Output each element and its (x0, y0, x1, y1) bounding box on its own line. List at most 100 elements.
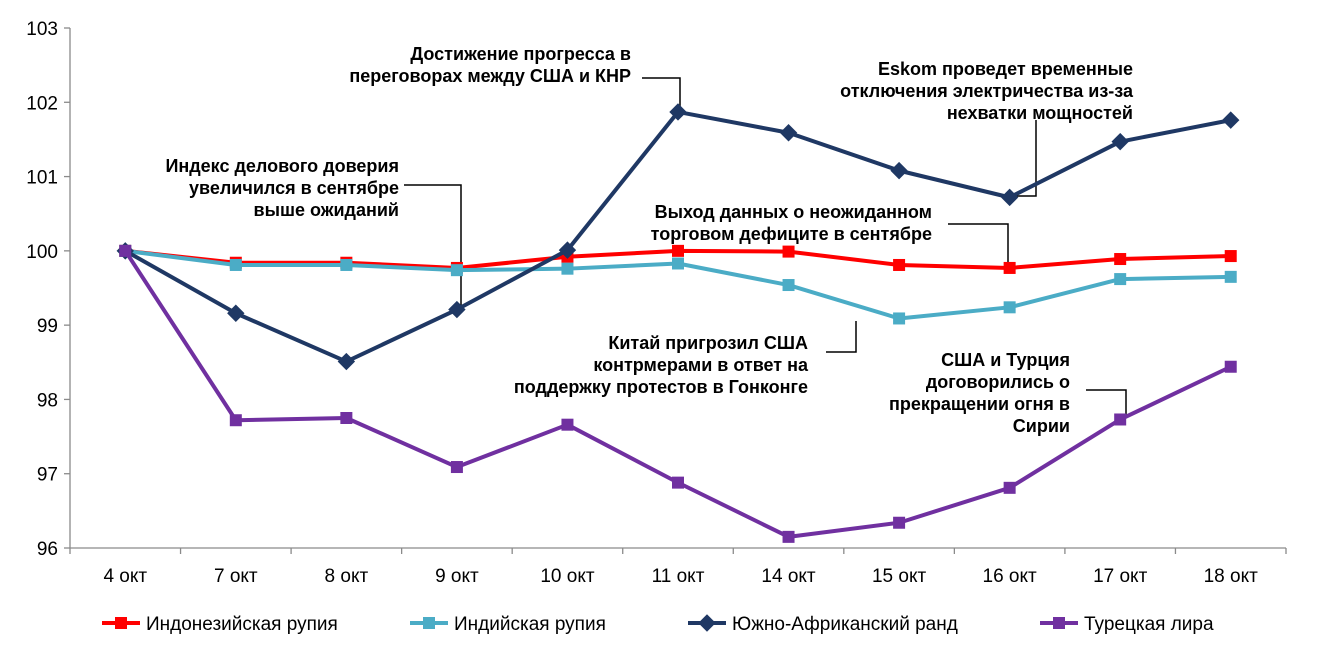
annotation-line: прекращении огня в (889, 394, 1070, 414)
y-tick-label: 101 (26, 168, 58, 189)
annotation-line: Достижение прогресса в (410, 44, 631, 64)
data-point (779, 124, 798, 142)
y-tick-label: 99 (37, 316, 58, 337)
data-point (561, 418, 574, 431)
x-tick-label: 17 окт (1093, 566, 1148, 587)
legend-label: Индийская рупия (454, 614, 606, 635)
annotation-line: Выход данных о неожиданном (655, 202, 932, 222)
annotation-line: увеличился в сентябре (189, 178, 399, 198)
y-tick-label: 96 (37, 539, 58, 560)
legend-item: Южно-Африканский ранд (688, 614, 958, 635)
annotation-line: переговорах между США и КНР (349, 66, 631, 86)
annotation-leader-line (642, 77, 681, 112)
data-point (782, 245, 795, 258)
legend: Индонезийская рупия Индийская рупия Южно-А… (102, 614, 1214, 635)
series-4 (119, 244, 1237, 543)
x-tick-label: 15 окт (872, 566, 927, 587)
annotation: США и Турция договорились о прекращении ог… (889, 350, 1070, 436)
data-point (890, 161, 908, 180)
series-lines (116, 103, 1240, 543)
data-point (450, 264, 463, 277)
x-tick-label: 14 окт (761, 566, 816, 587)
data-point (1003, 301, 1016, 314)
annotation-line: Сирии (1013, 416, 1070, 436)
annotation-line: договорились о (926, 372, 1070, 392)
legend-label: Южно-Африканский ранд (732, 614, 958, 635)
annotation-line: нехватки мощностей (947, 103, 1133, 123)
x-tick-label: 7 окт (214, 566, 258, 587)
data-point (1224, 270, 1237, 283)
legend-item: Турецкая лира (1040, 614, 1214, 635)
data-point (1003, 481, 1016, 494)
data-point (1114, 273, 1127, 286)
y-tick-label: 97 (37, 465, 58, 486)
data-point (1003, 261, 1016, 274)
legend-marker (423, 617, 435, 629)
x-tick-label: 16 окт (983, 566, 1038, 587)
y-tick-label: 100 (26, 242, 58, 263)
annotation-line: Индекс делового доверия (165, 156, 399, 176)
data-point (1111, 132, 1129, 151)
y-tick-labels: 96 97 98 99 100 101 102 103 (26, 19, 70, 560)
data-point (229, 414, 242, 427)
legend-label: Индонезийская рупия (146, 614, 338, 635)
annotation-line: торговом дефиците в сентябре (651, 224, 932, 244)
data-point (782, 530, 795, 543)
annotation: Eskom проведет временные отключения элект… (840, 59, 1134, 123)
data-point (229, 258, 242, 271)
annotation: Выход данных о неожиданном торговом дефиц… (651, 202, 932, 244)
x-tick-label: 10 окт (540, 566, 595, 587)
y-tick-label: 103 (26, 19, 58, 40)
annotation-line: поддержку протестов в Гонконге (514, 377, 808, 397)
annotation-line: контрмерами в ответ на (593, 355, 809, 375)
data-point (672, 257, 684, 270)
annotation-leader-line (826, 321, 857, 353)
legend-label: Турецкая лира (1084, 614, 1214, 635)
annotations: Индекс делового доверия увеличился в сент… (165, 44, 1134, 436)
data-point (1114, 253, 1127, 266)
data-point (1114, 413, 1127, 426)
annotation-leader-line (948, 223, 1009, 264)
data-point (340, 258, 353, 271)
annotation: Индекс делового доверия увеличился в сент… (165, 156, 399, 220)
data-point (893, 312, 906, 325)
data-point (672, 476, 684, 489)
legend-marker (1053, 617, 1065, 629)
data-point (669, 103, 687, 121)
x-tick-labels: 4 окт 7 окт 8 окт 9 окт 10 окт 11 окт 14 окт 15… (69, 548, 1287, 587)
data-point (1224, 250, 1237, 263)
x-tick-label: 11 окт (652, 566, 705, 587)
data-point (448, 300, 466, 319)
annotation-leader-line (1086, 389, 1127, 418)
data-point (893, 516, 906, 529)
data-point (1000, 188, 1019, 207)
data-point (782, 279, 795, 292)
annotation-line: Eskom проведет временные (878, 59, 1133, 79)
data-point (119, 244, 132, 257)
legend-item: Индонезийская рупия (102, 614, 338, 635)
annotation-line: отключения электричества из-за (840, 81, 1134, 101)
x-tick-label: 8 окт (325, 566, 369, 587)
data-point (337, 352, 356, 371)
annotation-line: выше ожиданий (254, 200, 399, 220)
data-point (340, 412, 353, 424)
x-tick-label: 18 окт (1204, 566, 1259, 587)
x-tick-label: 4 окт (103, 566, 147, 587)
y-tick-label: 98 (37, 390, 58, 411)
data-point (227, 304, 245, 322)
legend-marker (115, 617, 127, 629)
data-point (1224, 360, 1237, 373)
y-tick-label: 102 (26, 93, 58, 114)
data-point (450, 461, 463, 474)
annotation: Достижение прогресса в переговорах между … (349, 44, 631, 86)
annotation-leader-line (1016, 120, 1037, 197)
annotation-leader-line (404, 184, 462, 307)
annotation: Китай пригрозил США контрмерами в ответ н… (514, 333, 809, 397)
data-point (893, 258, 906, 271)
data-point (561, 262, 574, 275)
series-2 (119, 244, 1237, 325)
data-point (558, 241, 577, 259)
annotation-line: США и Турция (941, 350, 1070, 370)
x-tick-label: 9 окт (435, 566, 479, 587)
